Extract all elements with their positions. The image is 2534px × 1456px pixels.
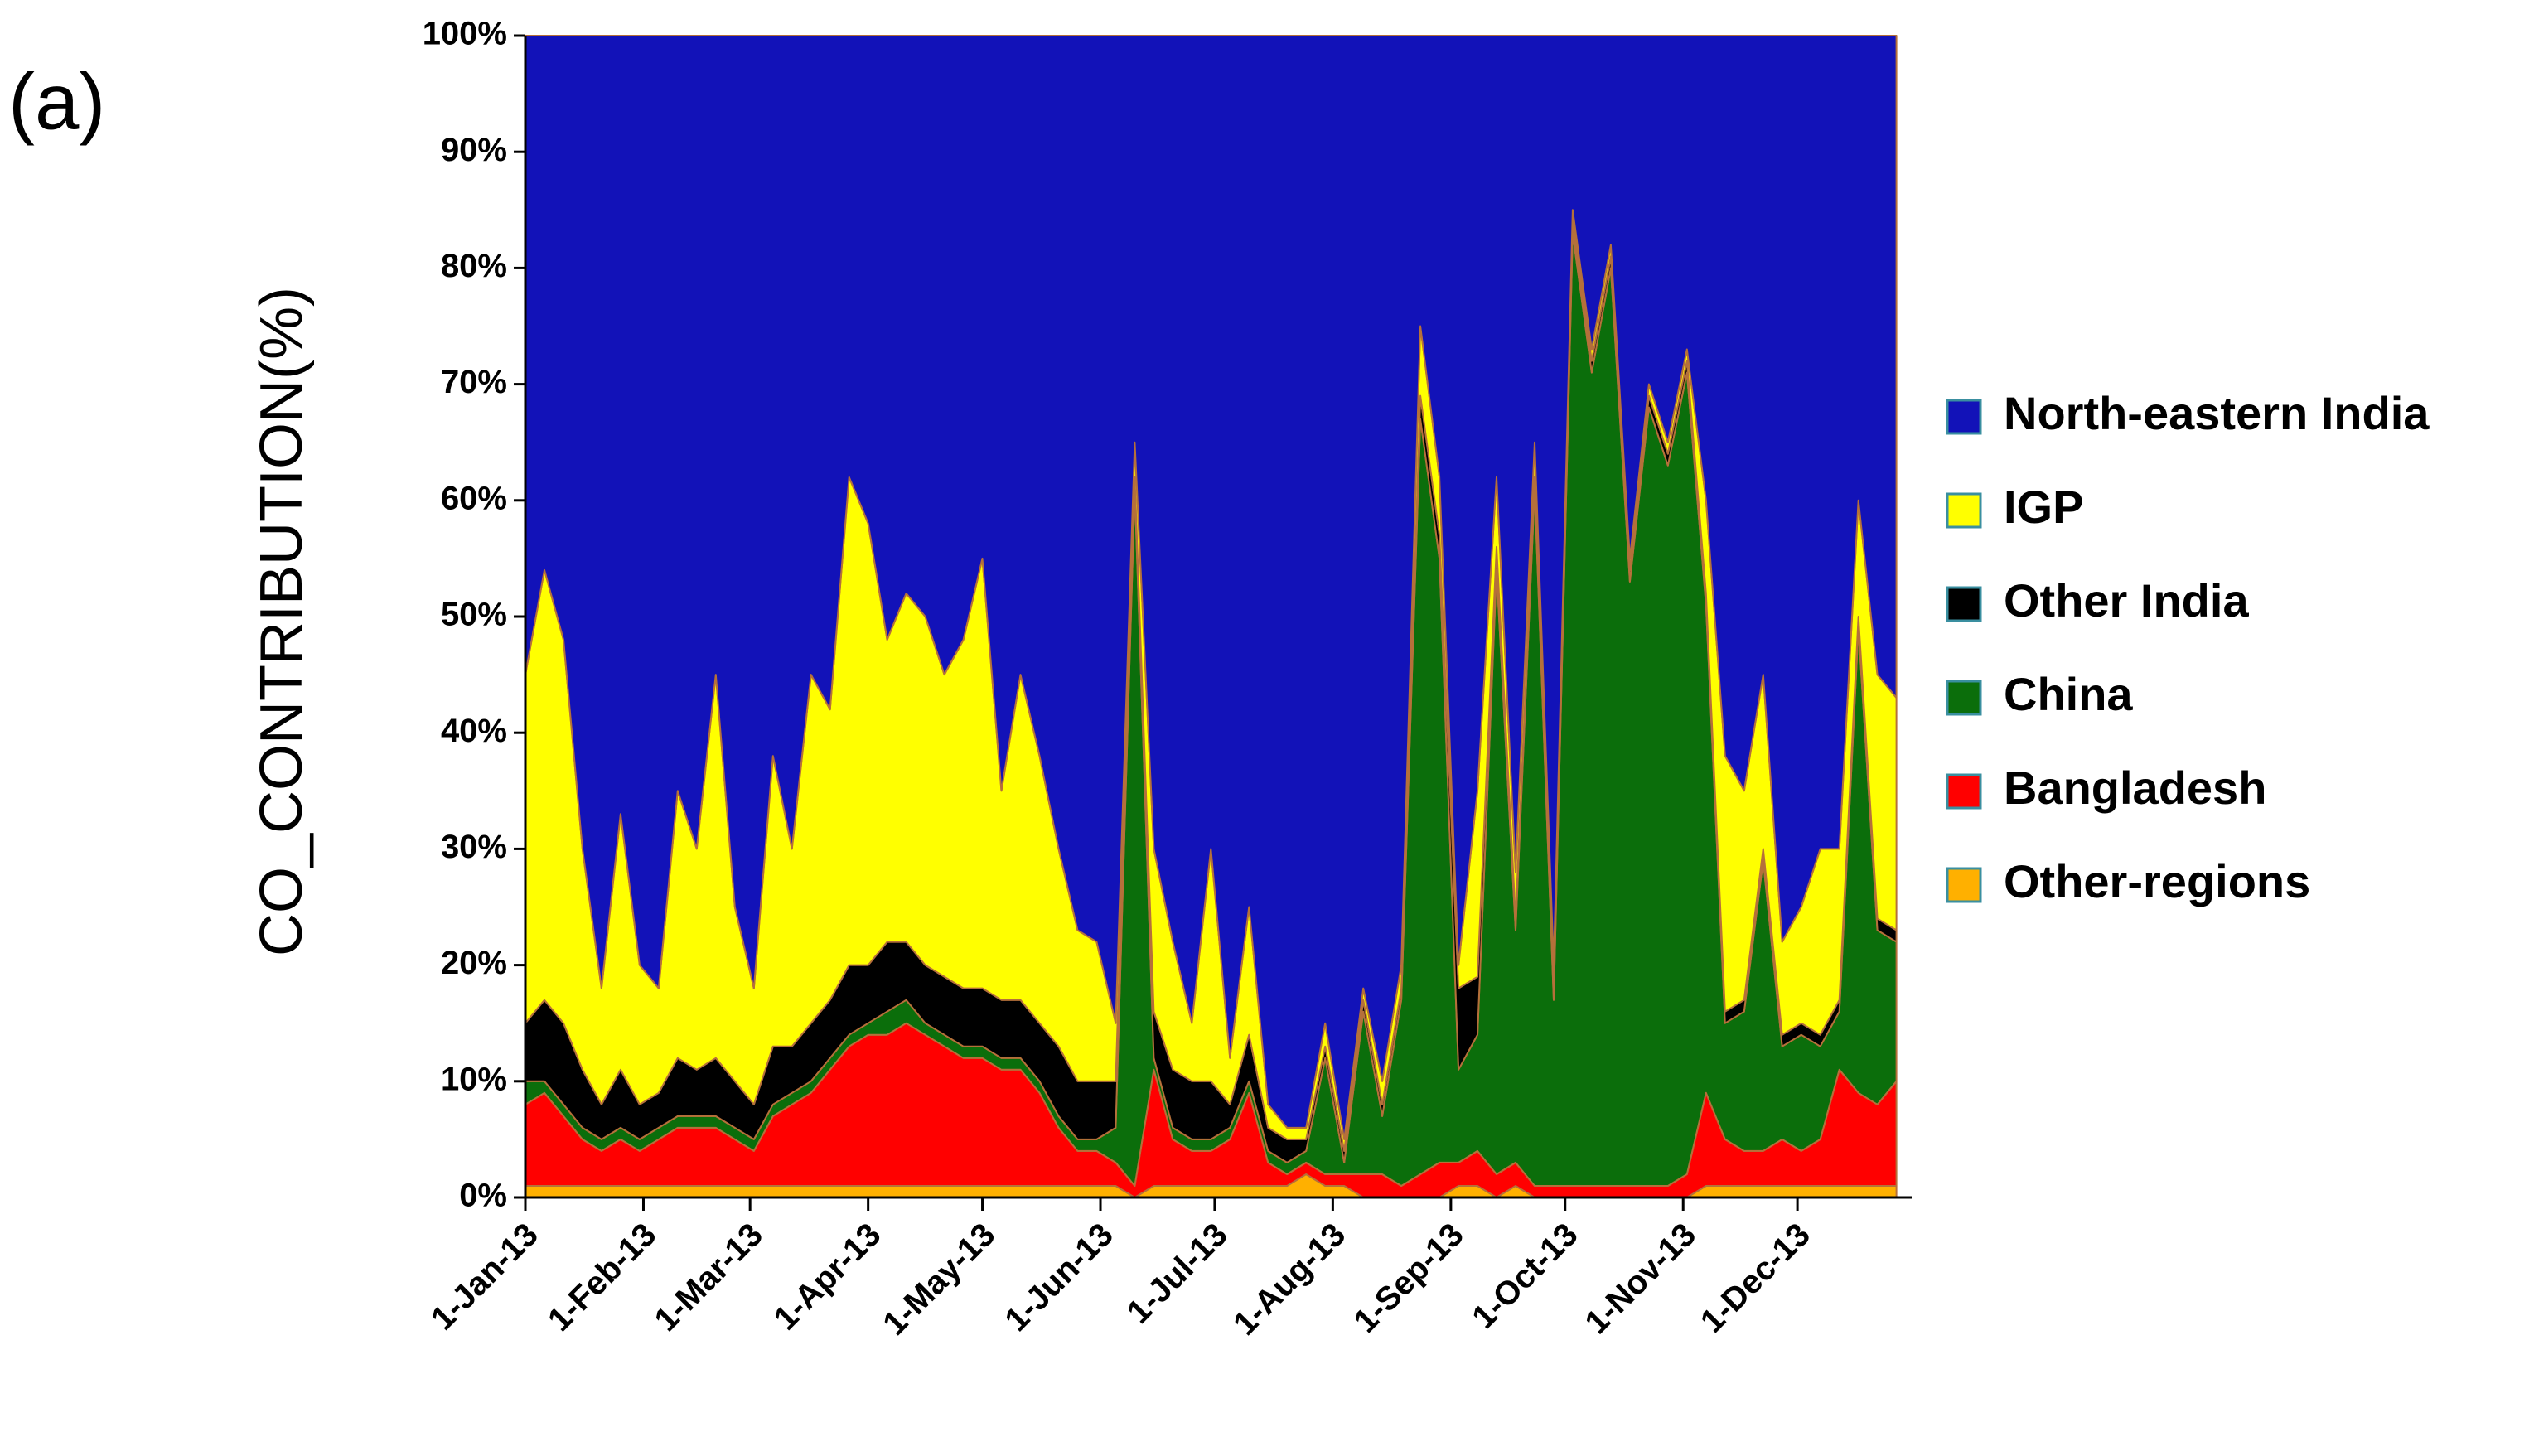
- legend-swatch: [1946, 773, 1982, 810]
- legend-label: IGP: [2004, 481, 2083, 533]
- y-tick-label: 70%: [441, 364, 507, 400]
- y-tick-label: 20%: [441, 945, 507, 981]
- y-tick-label: 90%: [441, 132, 507, 168]
- legend-label: Other India: [2004, 574, 2249, 626]
- x-tick-label: 1-Jul-13: [1120, 1217, 1235, 1331]
- panel-label: (a): [8, 57, 105, 146]
- y-tick-label: 0%: [459, 1178, 507, 1214]
- x-tick-label: 1-May-13: [876, 1217, 1002, 1342]
- x-tick-label: 1-Aug-13: [1226, 1217, 1352, 1342]
- y-tick-label: 100%: [423, 16, 507, 52]
- legend-swatch: [1946, 586, 1982, 622]
- x-tick-label: 1-Jan-13: [424, 1217, 545, 1337]
- x-tick-label: 1-Mar-13: [648, 1217, 770, 1338]
- y-tick-label: 80%: [441, 248, 507, 284]
- y-axis-label: CO_CONTRIBUTION(%): [249, 287, 315, 956]
- x-tick-label: 1-Dec-13: [1694, 1217, 1817, 1340]
- x-tick-label: 1-Sep-13: [1347, 1217, 1471, 1340]
- x-tick-label: 1-Feb-13: [541, 1217, 663, 1338]
- legend-label: North-eastern India: [2004, 387, 2430, 439]
- x-tick-label: 1-Nov-13: [1578, 1217, 1703, 1342]
- y-tick-label: 10%: [441, 1061, 507, 1097]
- x-tick-label: 1-Apr-13: [767, 1217, 888, 1337]
- legend-label: Bangladesh: [2004, 762, 2266, 814]
- y-tick-label: 40%: [441, 713, 507, 749]
- x-tick-label: 1-Jun-13: [998, 1217, 1120, 1338]
- y-tick-label: 30%: [441, 829, 507, 865]
- legend-label: China: [2004, 668, 2133, 720]
- legend-swatch: [1946, 492, 1982, 529]
- y-tick-label: 50%: [441, 597, 507, 633]
- y-tick-label: 60%: [441, 480, 507, 516]
- legend-swatch: [1946, 399, 1982, 435]
- legend-swatch: [1946, 867, 1982, 903]
- x-tick-label: 1-Oct-13: [1465, 1217, 1584, 1336]
- area: [525, 35, 1898, 1140]
- legend-swatch: [1946, 680, 1982, 716]
- legend-label: Other-regions: [2004, 855, 2310, 907]
